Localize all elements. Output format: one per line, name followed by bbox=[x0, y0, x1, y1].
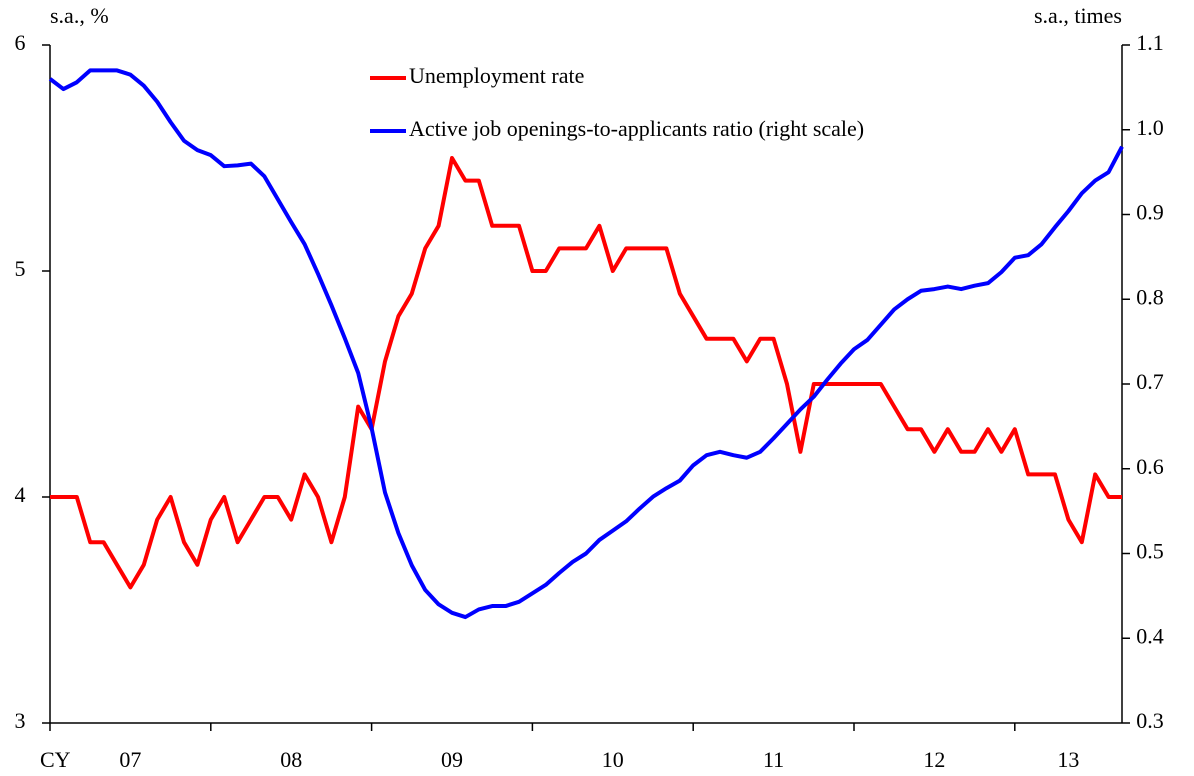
y2-tick-label: 1.0 bbox=[1136, 115, 1164, 140]
x-tick-label: 12 bbox=[923, 747, 945, 772]
y2-tick-label: 1.1 bbox=[1136, 30, 1164, 55]
axes bbox=[49, 45, 1123, 724]
y2-tick-label: 0.3 bbox=[1136, 708, 1164, 733]
x-tick-label: 09 bbox=[441, 747, 463, 772]
y2-axis-label: s.a., times bbox=[1034, 3, 1122, 28]
y-tick-label: 6 bbox=[15, 30, 26, 55]
series-line bbox=[48, 68, 1124, 620]
legend-label: Unemployment rate bbox=[409, 63, 584, 88]
y2-tick-label: 0.4 bbox=[1136, 623, 1164, 648]
x-tick-label: 08 bbox=[280, 747, 302, 772]
y-tick-label: 5 bbox=[15, 256, 26, 281]
y2-tick-label: 0.7 bbox=[1136, 369, 1164, 394]
x-tick-label: 07 bbox=[119, 747, 141, 772]
y2-tick-label: 0.5 bbox=[1136, 539, 1164, 564]
y-tick-label: 4 bbox=[15, 482, 26, 507]
x-tick-label: 10 bbox=[602, 747, 624, 772]
y2-tick-label: 0.8 bbox=[1136, 284, 1164, 309]
legend-label: Active job openings-to-applicants ratio … bbox=[409, 116, 864, 141]
y-tick-label: 3 bbox=[15, 708, 26, 733]
x-prefix: CY bbox=[40, 747, 71, 772]
series-line bbox=[50, 156, 1122, 590]
x-tick-label: 13 bbox=[1057, 747, 1079, 772]
y2-tick-label: 0.9 bbox=[1136, 200, 1164, 225]
x-tick-label: 11 bbox=[763, 747, 784, 772]
y-axis-label: s.a., % bbox=[50, 3, 109, 28]
y2-tick-label: 0.6 bbox=[1136, 454, 1164, 479]
